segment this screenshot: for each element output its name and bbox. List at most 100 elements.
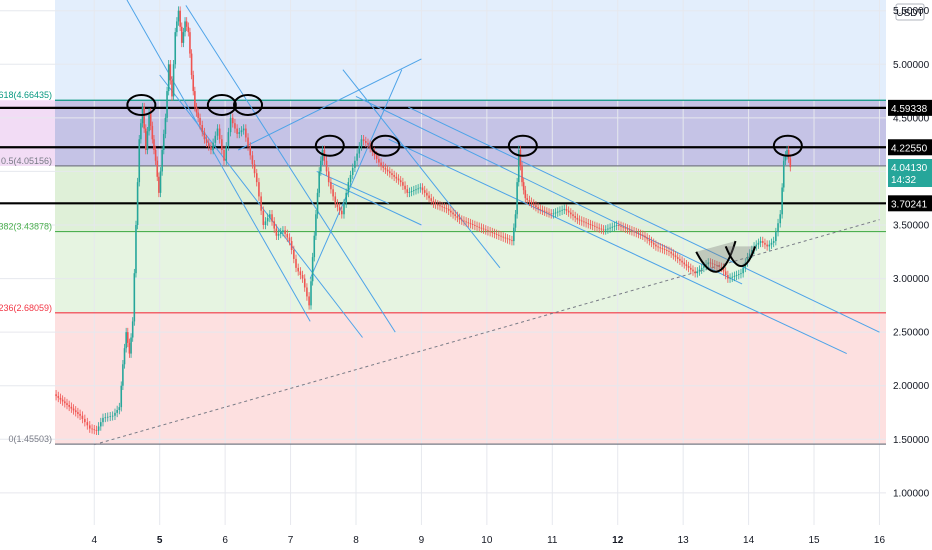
candle-body xyxy=(423,190,426,193)
candle-body xyxy=(299,271,302,275)
candle-body xyxy=(203,132,206,140)
time-tick-label: 14 xyxy=(743,535,755,546)
candle-body xyxy=(532,203,535,206)
candle-body xyxy=(218,128,221,140)
candle-body xyxy=(722,267,725,272)
candle-body xyxy=(646,237,648,240)
candle-body xyxy=(782,160,785,188)
candle-body xyxy=(277,233,280,236)
candle-body xyxy=(100,422,102,427)
candle-body xyxy=(742,267,744,274)
candle-body xyxy=(572,214,574,217)
candle-body xyxy=(637,233,640,234)
candle-body xyxy=(72,408,75,411)
price-tick-label: 3.00000 xyxy=(893,274,930,285)
candle-body xyxy=(519,150,522,167)
candle-body xyxy=(737,274,740,275)
price-axis[interactable]: USDT 5.500005.000004.500004.000003.50000… xyxy=(886,0,932,525)
candle-body xyxy=(516,182,518,215)
candle-body xyxy=(144,128,147,150)
candle-body xyxy=(692,269,694,272)
price-tick-label: 5.00000 xyxy=(893,60,930,71)
candle-body xyxy=(306,287,308,297)
candle-body xyxy=(607,228,609,230)
candle-body xyxy=(681,260,683,263)
candle-body xyxy=(530,201,533,204)
candle-body xyxy=(245,128,247,138)
candle-body xyxy=(308,296,310,306)
candle-body xyxy=(528,200,531,202)
price-tick-label: 4.50000 xyxy=(893,113,930,124)
candle-body xyxy=(506,238,509,240)
candle-body xyxy=(316,192,319,215)
trend-line xyxy=(355,95,743,285)
candle-body xyxy=(683,262,686,265)
candle-body xyxy=(77,412,79,414)
candle-body xyxy=(535,205,537,208)
candle-body xyxy=(517,150,520,183)
candle-body xyxy=(288,237,291,242)
candle-body xyxy=(465,221,467,223)
candle-body xyxy=(388,171,391,174)
candle-body xyxy=(182,32,185,43)
time-tick-label: 8 xyxy=(353,535,359,546)
time-tick-label: 7 xyxy=(288,535,294,546)
cup-pattern xyxy=(695,240,737,273)
time-axis[interactable]: 4 5 6 7 8 9 10 11 12 13 14 15 16 xyxy=(0,525,932,550)
candle-body xyxy=(718,266,720,267)
candle-body xyxy=(436,204,439,206)
level-badge xyxy=(888,139,932,156)
candle-body xyxy=(556,211,559,213)
candle-body xyxy=(478,226,481,228)
candle-body xyxy=(404,185,406,190)
touch-marker xyxy=(314,134,345,157)
candle-body xyxy=(495,233,498,235)
candle-body xyxy=(365,141,367,143)
currency-badge[interactable] xyxy=(895,3,925,21)
candle-body xyxy=(600,228,603,230)
candle-body xyxy=(275,228,278,236)
candle-body xyxy=(622,226,624,228)
time-tick-label: 13 xyxy=(678,535,690,546)
candle-body xyxy=(731,276,734,278)
candle-body xyxy=(480,227,483,229)
candle-body xyxy=(604,229,607,231)
candle-body xyxy=(201,125,204,133)
candle-body xyxy=(286,233,289,238)
candle-body xyxy=(639,233,642,235)
candle-body xyxy=(212,142,214,150)
candle-body xyxy=(402,182,404,186)
candle-body xyxy=(618,225,620,226)
candle-body xyxy=(266,217,269,222)
candle-body xyxy=(567,210,570,213)
time-tick-label: 15 xyxy=(808,535,820,546)
candle-body xyxy=(249,146,252,156)
candle-body xyxy=(133,273,136,322)
candle-body xyxy=(70,406,73,409)
candle-body xyxy=(68,405,70,407)
candle-body xyxy=(238,132,241,134)
candle-body xyxy=(223,150,225,161)
candle-body xyxy=(109,416,112,418)
candle-body xyxy=(408,191,411,193)
candle-body xyxy=(650,241,653,243)
candle-body xyxy=(454,214,457,217)
candle-body xyxy=(313,235,316,258)
touch-marker xyxy=(126,94,157,116)
candle-body xyxy=(271,214,273,222)
candle-body xyxy=(661,248,664,250)
candle-body xyxy=(140,123,142,140)
candle-body xyxy=(421,187,424,191)
trend-line xyxy=(329,181,422,226)
candle-body xyxy=(384,167,387,170)
candle-body xyxy=(55,394,57,397)
candle-body xyxy=(514,214,517,228)
candle-body xyxy=(177,10,180,22)
candle-body xyxy=(591,225,594,226)
candle-body xyxy=(522,182,525,191)
candle-body xyxy=(652,242,655,245)
candle-body xyxy=(290,241,293,250)
candle-body xyxy=(428,195,430,199)
touch-marker xyxy=(507,134,538,157)
